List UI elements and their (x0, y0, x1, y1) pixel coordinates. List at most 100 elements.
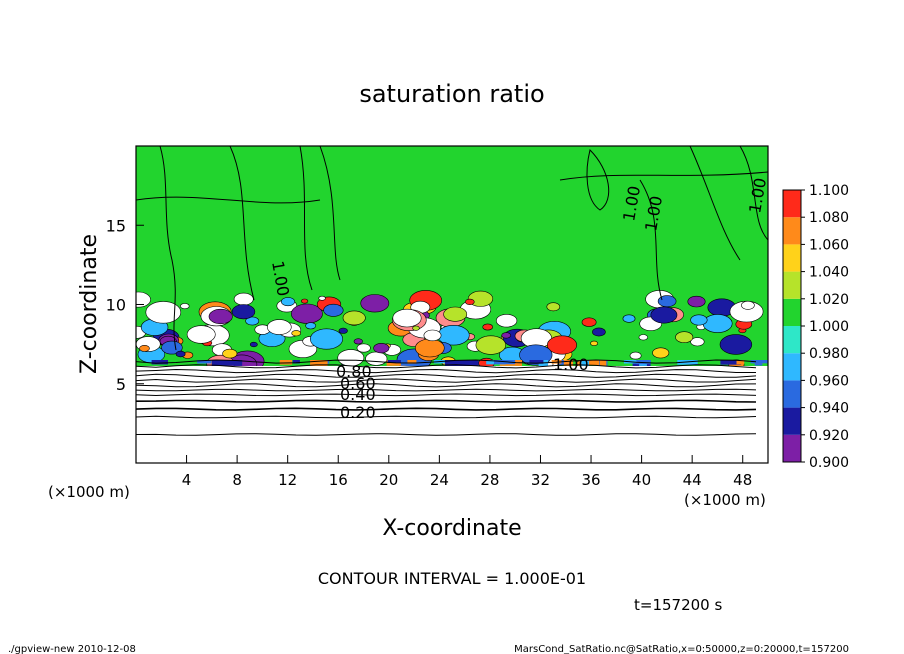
band-blob (657, 295, 677, 308)
band-blob (353, 338, 363, 345)
band-blob (423, 329, 442, 342)
contour-line (559, 171, 768, 181)
band-blob (249, 341, 258, 348)
band-blob (360, 294, 390, 313)
x-tick-label: 32 (531, 471, 550, 489)
contour-line (136, 383, 757, 388)
contour-label: 0.60 (340, 374, 376, 393)
contour-line (136, 196, 321, 204)
contour-label: 0.40 (340, 385, 376, 404)
band-blob (581, 317, 597, 327)
band-blob (222, 348, 238, 359)
band-blob (590, 340, 598, 347)
x-axis-label: X-coordinate (382, 516, 521, 541)
band-blob (546, 302, 561, 312)
band-blob (280, 297, 295, 307)
band-blob (266, 319, 292, 335)
y-axis-ticks: 5 10 15 (106, 216, 144, 394)
band-blob (407, 360, 417, 364)
colorbar-cell (783, 353, 801, 381)
colorbar-cell (783, 434, 801, 462)
strata-lines (136, 359, 757, 436)
band-blob (482, 323, 494, 331)
band-blob (599, 360, 607, 367)
band-blob (563, 360, 574, 366)
band-blob (496, 314, 518, 328)
colorbar-label: 1.000 (809, 319, 849, 335)
x-tick-label: 4 (182, 471, 192, 489)
contour-line (136, 433, 757, 436)
band-blob (677, 360, 698, 365)
y-axis-label: Z-coordinate (77, 234, 102, 374)
colorbar-label: 0.940 (809, 401, 849, 417)
z-unit-label: (×1000 m) (684, 491, 766, 509)
y-tick-label: 15 (106, 216, 126, 235)
band-blob (136, 291, 151, 308)
x-tick-label: 16 (329, 471, 348, 489)
band-blob (414, 338, 445, 358)
band-blob (719, 334, 753, 355)
colorbar-label: 1.040 (809, 265, 849, 281)
contour-line (229, 146, 255, 301)
colorbar-label: 0.960 (809, 373, 849, 389)
band-blob (208, 308, 233, 325)
colorbar-cell (783, 190, 801, 218)
time-text: t=157200 s (634, 596, 722, 614)
band-blob (443, 306, 468, 322)
colorbar-cell (783, 326, 801, 354)
contour-label: 1.00 (553, 355, 589, 374)
band-blob (224, 360, 243, 366)
band-blob (592, 327, 606, 337)
band-blob (305, 322, 317, 330)
contour-line (136, 415, 757, 419)
band-blob (175, 350, 186, 358)
colorbar-cell (783, 298, 801, 326)
band-blob (501, 332, 512, 339)
colorbar-cell (783, 380, 801, 408)
band-blob (702, 314, 733, 333)
x-tick-label: 12 (278, 471, 297, 489)
x-tick-label: 28 (480, 471, 499, 489)
x-tick-label: 44 (683, 471, 702, 489)
x-tick-label: 36 (581, 471, 600, 489)
band-blob (145, 301, 182, 324)
band-blob (373, 343, 390, 354)
x-tick-label: 40 (632, 471, 651, 489)
band-blob (392, 308, 422, 328)
band-blob (151, 360, 168, 365)
band-blob (323, 303, 344, 317)
band-blob (581, 360, 589, 367)
footer-left: ./gpview-new 2010-12-08 (8, 644, 136, 654)
contour-lines (136, 146, 768, 351)
colorbar-cell (783, 271, 801, 299)
band-blob (558, 360, 569, 366)
band-blob (231, 304, 256, 320)
band-blob (546, 335, 577, 355)
x-tick-label: 8 (232, 471, 242, 489)
band-blob (139, 344, 150, 352)
colorbar-label: 1.100 (809, 183, 849, 199)
contour-line (689, 146, 741, 261)
band-blob (301, 298, 309, 304)
band-blob (197, 360, 218, 364)
colorbar-label: 0.900 (809, 455, 849, 471)
band-blob (650, 306, 678, 324)
contour-line (159, 146, 177, 351)
band-blob (529, 360, 544, 364)
x-axis-ticks: 4 8 12 16 20 24 28 32 36 40 44 48 (182, 455, 752, 489)
contour-label: 0.80 (336, 362, 372, 381)
colorbar-label: 1.080 (809, 210, 849, 226)
contour-line (136, 359, 757, 364)
y-tick-label: 10 (106, 296, 126, 315)
band-blob (652, 347, 670, 359)
contour-line (136, 388, 757, 392)
band-blob (342, 310, 366, 326)
band-blob (638, 334, 648, 341)
contour-line (639, 179, 663, 301)
band-blob (622, 314, 636, 323)
contour-line (136, 368, 756, 374)
band-blob (629, 351, 642, 360)
x-tick-label: 24 (430, 471, 449, 489)
colorbar-label: 0.980 (809, 346, 849, 362)
x-unit-label: (×1000 m) (48, 483, 130, 501)
